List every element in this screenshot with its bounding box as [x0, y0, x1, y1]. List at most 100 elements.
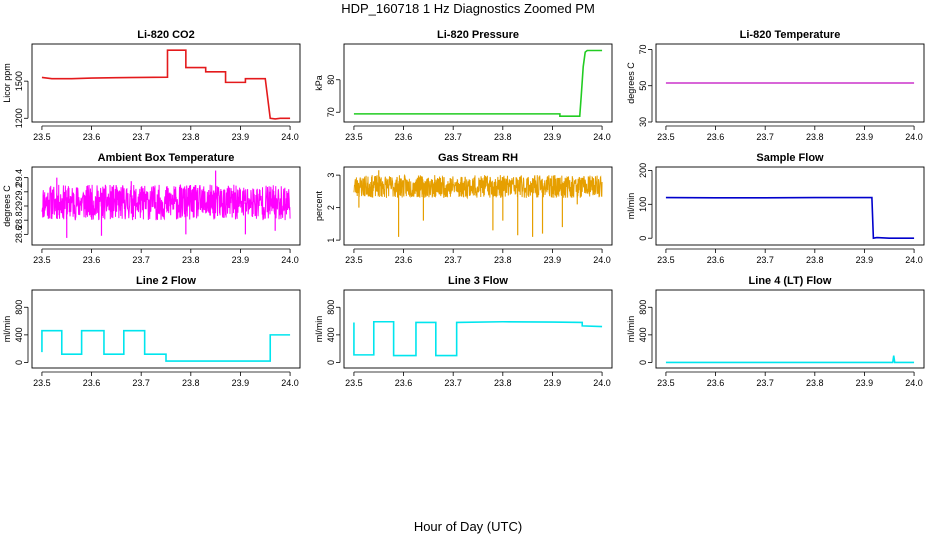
y-tick-label: 800 [326, 300, 336, 315]
x-tick-label: 23.8 [806, 255, 824, 265]
y-tick-label: 3 [326, 173, 336, 178]
x-tick-label: 23.9 [232, 255, 250, 265]
x-tick-label: 23.7 [132, 132, 150, 142]
panel-li-820-pressure: Li-820 Pressure 23.5 23.6 23.7 23.8 23.9 24.0 7… [314, 29, 613, 142]
x-tick-label: 24.0 [281, 378, 299, 388]
y-tick-label: 800 [14, 300, 24, 315]
x-tick-label: 23.9 [856, 132, 874, 142]
x-tick-label: 23.8 [494, 378, 512, 388]
y-tick-label: 400 [326, 327, 336, 342]
panel-line-4-lt-flow: Line 4 (LT) Flow 23.5 23.6 23.7 23.8 23.9 24.0… [626, 275, 925, 388]
y-tick-label: 29.4 [14, 169, 24, 187]
panel-line-2-flow: Line 2 Flow 23.5 23.6 23.7 23.8 23.9 24.0 0 400 8… [2, 275, 301, 388]
x-tick-label: 23.8 [806, 378, 824, 388]
x-tick-label: 23.9 [232, 378, 250, 388]
x-tick-label: 23.5 [345, 132, 363, 142]
x-tick-label: 23.6 [395, 378, 413, 388]
plot-frame [655, 289, 925, 369]
figure-title: HDP_160718 1 Hz Diagnostics Zoomed PM [341, 1, 595, 16]
x-tick-label: 23.8 [806, 132, 824, 142]
y-axis-label: ml/min [2, 316, 12, 343]
x-tick-label: 23.8 [494, 132, 512, 142]
y-tick-label: 0 [14, 360, 24, 365]
x-tick-label: 23.8 [182, 255, 200, 265]
x-tick-label: 23.6 [707, 378, 725, 388]
x-tick-label: 23.5 [33, 378, 51, 388]
y-tick-label: 0 [638, 360, 648, 365]
series-line [41, 49, 291, 120]
y-axis-label: degrees C [2, 185, 12, 227]
y-axis-label: degrees C [626, 62, 636, 104]
panel-gas-stream-rh: Gas Stream RH 23.5 23.6 23.7 23.8 23.9 24.0 1 2 3… [314, 152, 613, 265]
y-tick-label: 100 [638, 197, 648, 212]
x-tick-label: 23.7 [444, 132, 462, 142]
y-tick-label: 28.8 [14, 211, 24, 229]
plot-frame [343, 166, 613, 246]
series-line [41, 329, 291, 362]
x-tick-label: 23.7 [756, 255, 774, 265]
y-tick-label: 29 [14, 201, 24, 211]
y-tick-label: 800 [638, 300, 648, 315]
x-tick-label: 23.9 [856, 378, 874, 388]
panel-title: Li-820 Pressure [437, 29, 519, 41]
x-tick-label: 24.0 [281, 255, 299, 265]
plot-frame [655, 43, 925, 123]
x-tick-label: 23.6 [707, 255, 725, 265]
y-tick-label: 50 [638, 81, 648, 91]
x-tick-label: 23.8 [494, 255, 512, 265]
panel-title: Line 3 Flow [448, 275, 508, 287]
x-tick-label: 24.0 [593, 255, 611, 265]
x-tick-label: 23.5 [33, 255, 51, 265]
x-tick-label: 23.5 [345, 378, 363, 388]
panel-title: Sample Flow [756, 152, 824, 164]
x-tick-label: 23.8 [182, 378, 200, 388]
y-tick-label: 2 [326, 205, 336, 210]
y-tick-label: 400 [14, 327, 24, 342]
panel-ambient-box-temperature: Ambient Box Temperature 23.5 23.6 23.7 23.8 2… [2, 152, 301, 265]
y-tick-label: 1 [326, 238, 336, 243]
y-tick-label: 70 [326, 107, 336, 117]
x-tick-label: 23.6 [83, 132, 101, 142]
panel-line-3-flow: Line 3 Flow 23.5 23.6 23.7 23.8 23.9 24.0 0 400 8… [314, 275, 613, 388]
x-tick-label: 23.5 [345, 255, 363, 265]
x-tick-label: 23.8 [182, 132, 200, 142]
x-tick-label: 24.0 [905, 255, 923, 265]
panel-li-820-co2: Li-820 CO2 23.5 23.6 23.7 23.8 23.9 24.0 1200 15… [2, 29, 301, 142]
plot-frame [343, 43, 613, 123]
y-tick-label: 0 [638, 236, 648, 241]
x-tick-label: 23.7 [756, 378, 774, 388]
y-axis-label: percent [314, 190, 324, 221]
plot-frame [343, 289, 613, 369]
x-tick-label: 23.6 [707, 132, 725, 142]
x-tick-label: 23.5 [657, 255, 675, 265]
series-line [353, 173, 603, 200]
y-tick-label: 1500 [14, 71, 24, 91]
y-tick-label: 80 [326, 75, 336, 85]
panel-title: Gas Stream RH [438, 152, 518, 164]
x-tick-label: 23.7 [132, 255, 150, 265]
plot-frame [655, 166, 925, 246]
y-axis-label: ml/min [626, 193, 636, 220]
series-line [353, 49, 603, 117]
x-tick-label: 23.6 [83, 255, 101, 265]
y-tick-label: 70 [638, 44, 648, 54]
y-axis-label: ml/min [626, 316, 636, 343]
panel-li-820-temperature: Li-820 Temperature 23.5 23.6 23.7 23.8 23.9 24… [626, 29, 925, 142]
x-tick-label: 24.0 [905, 132, 923, 142]
y-tick-label: 400 [638, 327, 648, 342]
x-tick-label: 24.0 [281, 132, 299, 142]
x-tick-label: 24.0 [593, 132, 611, 142]
y-axis-label: ml/min [314, 316, 324, 343]
x-tick-label: 24.0 [905, 378, 923, 388]
x-tick-label: 23.5 [657, 378, 675, 388]
panel-title: Line 2 Flow [136, 275, 196, 287]
y-tick-label: 200 [638, 163, 648, 178]
panel-title: Line 4 (LT) Flow [749, 275, 832, 287]
y-tick-label: 0 [326, 360, 336, 365]
x-tick-label: 23.9 [544, 378, 562, 388]
x-tick-label: 23.9 [232, 132, 250, 142]
x-tick-label: 23.6 [395, 132, 413, 142]
y-tick-label: 28.6 [14, 226, 24, 244]
